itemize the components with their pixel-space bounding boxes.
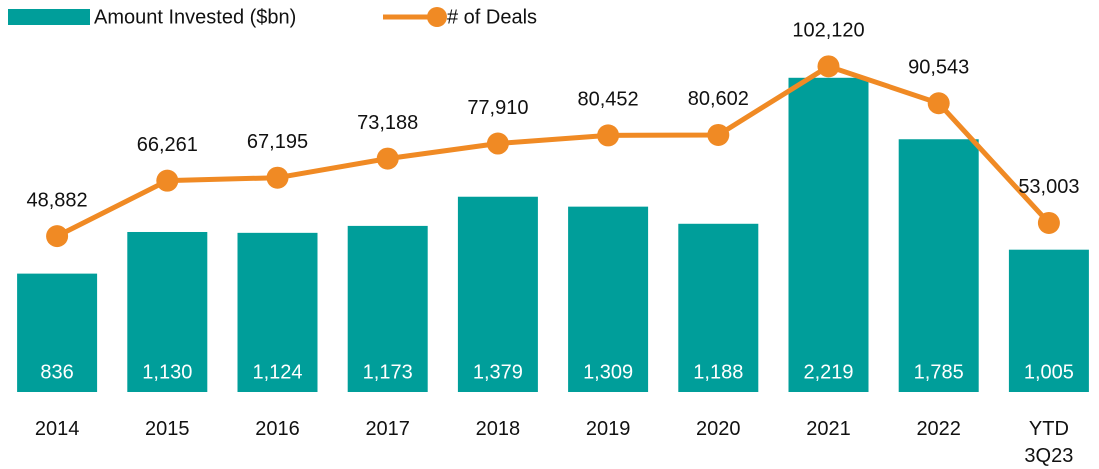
bar (457, 196, 538, 392)
line-marker (266, 166, 289, 189)
line-value-label: 80,602 (688, 88, 749, 110)
line-marker (597, 124, 620, 147)
bar (568, 206, 649, 392)
line-value-label: 48,882 (27, 189, 88, 211)
legend-label: Amount Invested ($bn) (94, 6, 296, 28)
bar (127, 231, 208, 392)
bar-value-label: 836 (40, 361, 73, 383)
x-tick-label: YTD 3Q23 (1024, 418, 1074, 467)
bar-value-label: 1,130 (142, 361, 192, 383)
line-value-label: 67,195 (247, 131, 308, 153)
bar-value-label: 1,124 (252, 361, 302, 383)
bar-value-label: 1,379 (473, 361, 523, 383)
x-tick-label: 2019 (585, 418, 631, 440)
line-value-label: 73,188 (357, 112, 418, 134)
line-value-label: 90,543 (908, 57, 969, 79)
line-marker (927, 92, 950, 115)
line-marker (486, 132, 509, 155)
line-value-label: 53,003 (1018, 176, 1079, 198)
x-tick-label: 2020 (696, 418, 741, 440)
line-value-label: 66,261 (137, 134, 198, 156)
bar-value-label: 1,173 (363, 361, 413, 383)
x-tick-label: 2022 (916, 418, 961, 440)
line-value-label: 102,120 (792, 20, 864, 42)
bar (237, 232, 318, 392)
x-tick-label: 2015 (145, 418, 190, 440)
line-marker (817, 55, 840, 78)
line-marker (156, 169, 179, 192)
legend-swatch-bar (8, 9, 90, 25)
line-marker (707, 123, 730, 146)
bar (347, 225, 428, 392)
line (55, 63, 1051, 239)
bar (678, 223, 759, 392)
x-tick-label: 2016 (255, 418, 300, 440)
bar-value-label: 1,188 (693, 361, 743, 383)
bar (1008, 249, 1089, 392)
legend-label: # of Deals (447, 6, 537, 28)
bar (17, 273, 98, 392)
bar-value-label: 1,005 (1024, 361, 1074, 383)
line-value-label: 77,910 (467, 97, 528, 119)
x-tick-label: 2014 (34, 418, 80, 440)
line-marker (376, 147, 399, 170)
bar-value-label: 1,309 (583, 361, 633, 383)
bar (788, 77, 869, 392)
x-tick-label: 2021 (806, 418, 851, 440)
bar-value-label: 2,219 (803, 361, 853, 383)
x-tick-label: 2018 (475, 418, 521, 440)
line-marker (46, 225, 69, 248)
x-tick-label: 2017 (365, 418, 410, 440)
legend-swatch-marker (427, 7, 447, 27)
bar (898, 139, 979, 392)
line-marker (1037, 211, 1060, 234)
line-value-label: 80,452 (578, 89, 639, 111)
bar-value-label: 1,785 (914, 361, 964, 383)
